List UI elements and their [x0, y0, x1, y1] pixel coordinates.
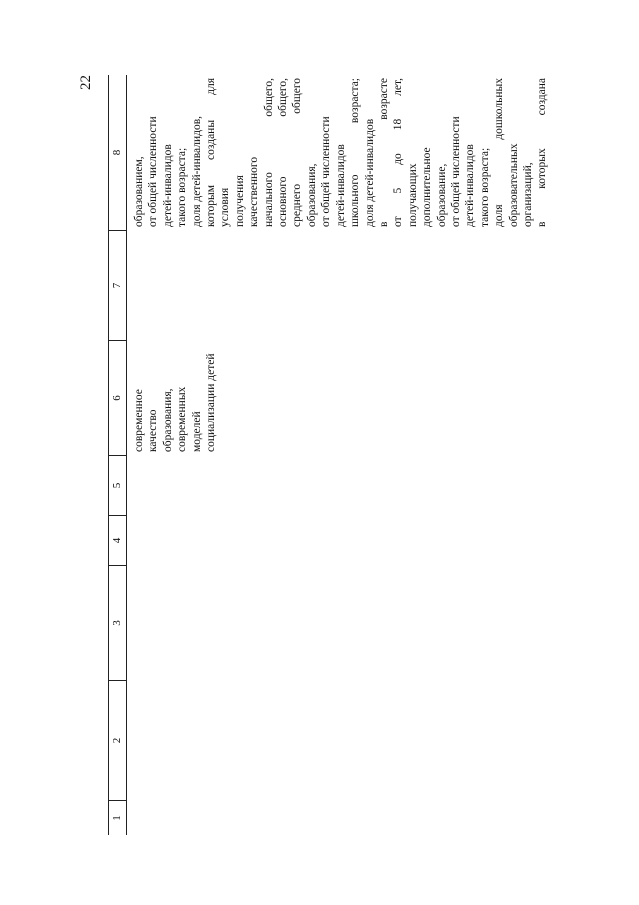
text-line: получения	[233, 175, 246, 227]
cell	[126, 230, 550, 340]
text-line: доля дошкольных	[493, 78, 506, 227]
text-line: от общей численности	[320, 116, 333, 227]
text-line: образованием,	[133, 156, 145, 227]
text-line: среднего общего	[291, 78, 304, 227]
column-number: 2	[109, 680, 126, 800]
column-number: 7	[109, 230, 126, 340]
text-line: детей-инвалидов	[464, 144, 477, 227]
text-line: образования,	[161, 388, 174, 452]
text-line: дополнительное	[421, 147, 434, 227]
column-number: 4	[109, 515, 126, 565]
text-line: в возрасте	[377, 78, 390, 227]
text-line: такого возраста;	[478, 147, 491, 227]
column-number: 3	[109, 565, 126, 680]
text-line: основного общего,	[277, 78, 290, 227]
text-line: в которых создана	[536, 78, 549, 227]
table-body: современное качество образования, современн…	[126, 75, 550, 835]
text-line: образования,	[305, 163, 318, 227]
column-number: 5	[109, 455, 126, 515]
text-line: от общей численности	[147, 116, 160, 227]
cell: современное качество образования, современн…	[126, 340, 550, 455]
text-line: доля детей-инвалидов	[363, 118, 376, 227]
column-number: 8	[111, 149, 123, 156]
text-line: качество	[147, 409, 160, 452]
text-line: современное	[133, 389, 145, 452]
text-line: получающих	[406, 163, 419, 227]
text-line: детей-инвалидов	[334, 144, 347, 227]
text-line: от общей численности	[449, 116, 462, 227]
text-line: условия	[219, 187, 232, 227]
text-line: детей-инвалидов	[161, 144, 174, 227]
cell	[126, 515, 550, 565]
page-number: 22	[78, 75, 94, 90]
column-number: 6	[109, 340, 126, 455]
text-line: социализации детей	[205, 353, 218, 453]
text-line: школьного возраста;	[349, 78, 362, 227]
text-line: доля детей-инвалидов,	[190, 115, 203, 227]
text-line: образовательных	[507, 143, 520, 227]
cell: образованием, от общей численности детей-и…	[126, 75, 550, 230]
cell	[126, 680, 550, 800]
text-line: современных	[176, 386, 189, 452]
text-line: качественного	[248, 156, 261, 227]
text-line: от 5 до 18 лет,	[392, 78, 405, 227]
cell	[126, 455, 550, 515]
column-number: 1	[109, 800, 126, 835]
text-line: такого возраста;	[176, 147, 189, 227]
text-line: которым созданы для	[205, 78, 218, 227]
text-line: организаций,	[521, 162, 534, 227]
text-line: моделей	[190, 411, 203, 452]
text-line: образование,	[435, 163, 448, 227]
cell	[126, 800, 550, 835]
text-line: начального общего,	[262, 78, 275, 227]
cell	[126, 565, 550, 680]
